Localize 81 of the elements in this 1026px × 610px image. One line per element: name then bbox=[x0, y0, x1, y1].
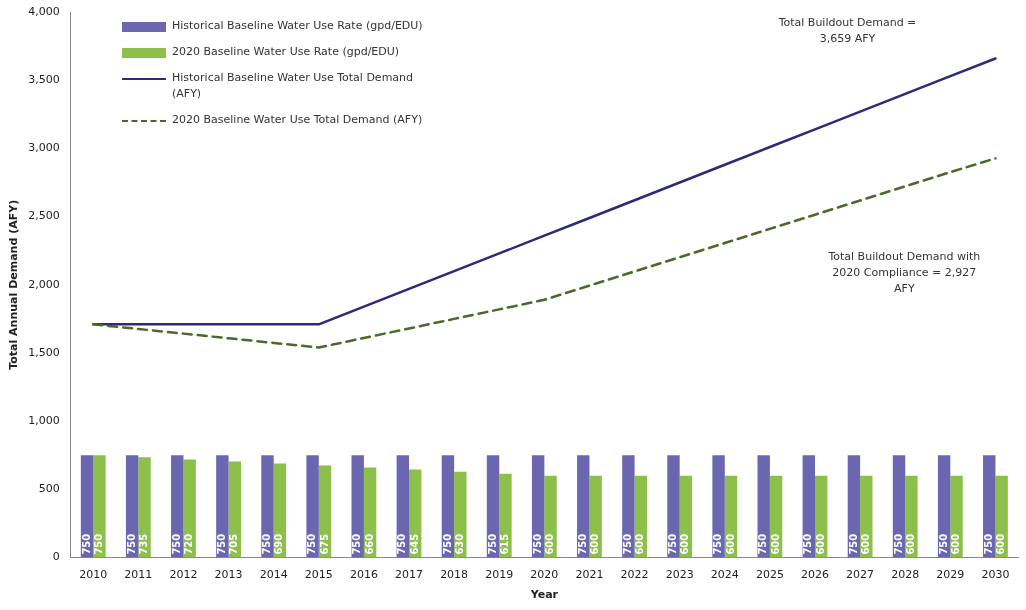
x-tick-label: 2027 bbox=[846, 568, 875, 582]
x-tick-label: 2010 bbox=[79, 568, 108, 582]
data-label: 600 bbox=[724, 533, 736, 555]
y-axis-title: Total Annual Demand (AFY) bbox=[7, 199, 21, 370]
data-label: 690 bbox=[273, 533, 285, 555]
x-tick-label: 2026 bbox=[801, 568, 830, 582]
legend-label: Historical Baseline Water Use Total Demand (AFY) bbox=[172, 70, 415, 102]
data-label: 660 bbox=[363, 533, 375, 555]
data-label: 750 bbox=[847, 533, 859, 555]
x-tick-label: 2011 bbox=[124, 568, 153, 582]
legend-label: 2020 Baseline Water Use Total Demand (AFY) bbox=[172, 112, 424, 128]
x-tick-label: 2016 bbox=[349, 568, 378, 582]
data-label: 600 bbox=[544, 533, 556, 555]
data-label: 750 bbox=[802, 533, 814, 555]
data-label: 750 bbox=[351, 533, 363, 555]
y-tick-label: 0 bbox=[52, 550, 60, 564]
y-tick-label: 4,000 bbox=[28, 4, 60, 18]
x-tick-label: 2012 bbox=[169, 568, 198, 582]
data-label: 615 bbox=[499, 533, 511, 555]
data-label: 645 bbox=[408, 533, 420, 555]
data-label: 750 bbox=[667, 533, 679, 555]
y-tick-label: 500 bbox=[38, 482, 60, 496]
data-label: 600 bbox=[905, 533, 917, 555]
data-label: 750 bbox=[93, 533, 105, 555]
data-label: 735 bbox=[138, 533, 150, 555]
data-label: 600 bbox=[814, 533, 826, 555]
line-series bbox=[92, 157, 997, 349]
data-label: 705 bbox=[228, 533, 240, 555]
x-tick-label: 2014 bbox=[259, 568, 288, 582]
data-label: 750 bbox=[125, 533, 137, 555]
y-tick-label: 2,000 bbox=[28, 277, 60, 291]
data-label: 750 bbox=[80, 533, 92, 555]
data-label: 630 bbox=[453, 533, 465, 555]
x-tick-label: 2017 bbox=[395, 568, 424, 582]
x-tick-label: 2021 bbox=[575, 568, 604, 582]
data-label: 600 bbox=[634, 533, 646, 555]
x-tick-label: 2013 bbox=[214, 568, 243, 582]
y-tick-label: 3,000 bbox=[28, 141, 60, 155]
data-label: 750 bbox=[621, 533, 633, 555]
data-label: 600 bbox=[995, 533, 1007, 555]
data-label: 750 bbox=[757, 533, 769, 555]
x-tick-label: 2023 bbox=[665, 568, 694, 582]
x-tick-label: 2015 bbox=[304, 568, 333, 582]
x-tick-label: 2020 bbox=[530, 568, 559, 582]
y-tick-label: 1,500 bbox=[28, 345, 60, 359]
y-tick-label: 3,500 bbox=[28, 73, 60, 87]
x-tick-label: 2025 bbox=[755, 568, 784, 582]
data-label: 750 bbox=[892, 533, 904, 555]
data-label: 750 bbox=[937, 533, 949, 555]
data-label: 600 bbox=[859, 533, 871, 555]
data-label: 750 bbox=[712, 533, 724, 555]
x-tick-label: 2019 bbox=[485, 568, 514, 582]
x-tick-label: 2029 bbox=[936, 568, 965, 582]
annotation: Total Buildout Demand = 3,659 AFY bbox=[777, 15, 917, 45]
data-label: 600 bbox=[589, 533, 601, 555]
data-label: 750 bbox=[576, 533, 588, 555]
y-tick-label: 1,000 bbox=[28, 414, 60, 428]
data-label: 750 bbox=[170, 533, 182, 555]
x-tick-label: 2028 bbox=[891, 568, 920, 582]
data-label: 750 bbox=[261, 533, 273, 555]
x-tick-label: 2022 bbox=[620, 568, 649, 582]
x-tick-label: 2024 bbox=[710, 568, 739, 582]
legend-label: Historical Baseline Water Use Rate (gpd/EDU) bbox=[172, 18, 424, 34]
data-label: 750 bbox=[531, 533, 543, 555]
data-label: 750 bbox=[486, 533, 498, 555]
data-label: 600 bbox=[679, 533, 691, 555]
y-tick-label: 2,500 bbox=[28, 209, 60, 223]
annotation: Total Buildout Demand with 2020 Compliance = 2,927 AFY bbox=[827, 250, 981, 296]
data-label: 750 bbox=[982, 533, 994, 555]
data-label: 750 bbox=[215, 533, 227, 555]
x-tick-label: 2030 bbox=[981, 568, 1010, 582]
x-axis-title: Year bbox=[529, 588, 559, 602]
data-label: 600 bbox=[769, 533, 781, 555]
legend-label: 2020 Baseline Water Use Rate (gpd/EDU) bbox=[172, 44, 401, 60]
data-label: 750 bbox=[396, 533, 408, 555]
data-label: 750 bbox=[441, 533, 453, 555]
data-label: 750 bbox=[306, 533, 318, 555]
x-tick-label: 2018 bbox=[440, 568, 469, 582]
data-label: 600 bbox=[950, 533, 962, 555]
data-label: 675 bbox=[318, 533, 330, 555]
data-label: 720 bbox=[183, 533, 195, 555]
